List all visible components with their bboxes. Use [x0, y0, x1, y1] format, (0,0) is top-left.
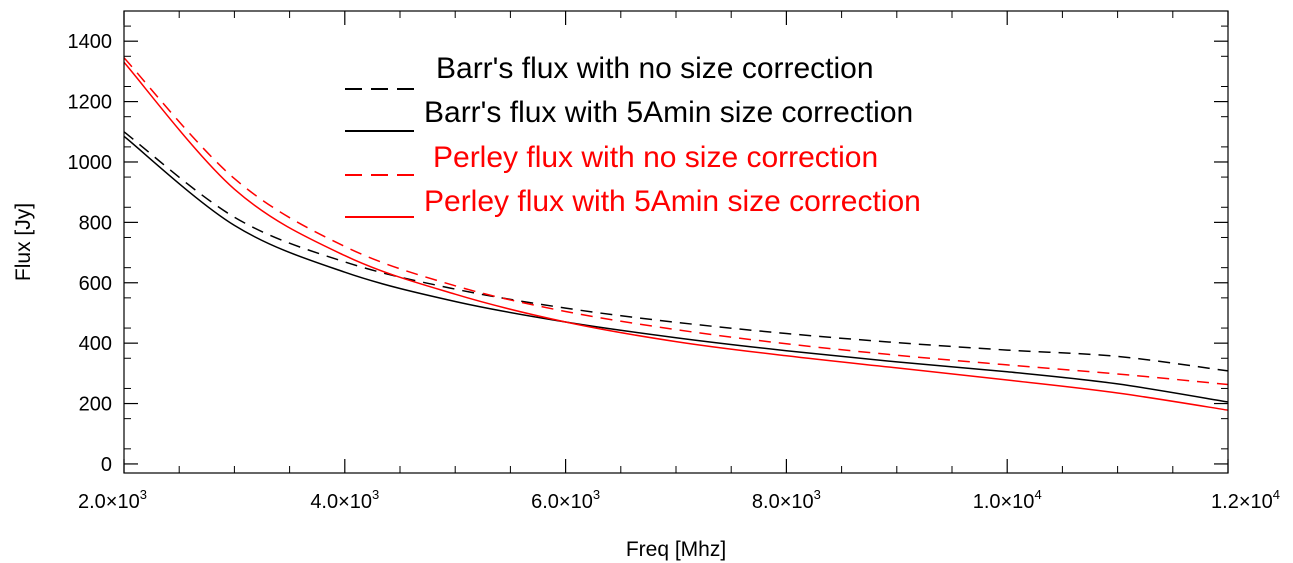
- legend-label-2: Barr's flux with 5Amin size correction: [424, 96, 913, 129]
- series-line-1: [123, 131, 1229, 372]
- y-tick-label: 800: [79, 212, 112, 234]
- x-axis-title: Freq [Mhz]: [626, 538, 726, 561]
- series-layer: [123, 57, 1229, 411]
- series-line-2: [123, 135, 1229, 403]
- y-tick-label: 0: [101, 454, 112, 476]
- x-tick-label: 1.0×104: [973, 487, 1042, 513]
- legend-label-4: Perley flux with 5Amin size correction: [424, 185, 921, 218]
- series-line-3: [123, 57, 1229, 386]
- x-tick-labels: 2.0×103 4.0×103 6.0×103 8.0×103 1.0×104 1.2×1…: [78, 487, 1280, 513]
- x-tick-label: 8.0×103: [752, 487, 821, 513]
- y-tick-label: 1000: [68, 152, 113, 174]
- x-tick-label: 2.0×103: [78, 487, 147, 513]
- y-axis-title: Flux [Jy]: [12, 203, 35, 281]
- y-tick-label: 600: [79, 273, 112, 295]
- legend-label-1: Barr's flux with no size correction: [436, 52, 874, 85]
- x-tick-label: 1.2×104: [1211, 487, 1280, 513]
- x-tick-label: 4.0×103: [310, 487, 379, 513]
- y-tick-label: 200: [79, 394, 112, 416]
- legend: Barr's flux with no size correction Barr'…: [345, 52, 921, 218]
- y-tick-label: 400: [79, 333, 112, 355]
- y-tick-label: 1400: [68, 31, 113, 53]
- series-line-4: [123, 61, 1229, 411]
- y-tick-labels: 0 200 400 600 800 1000 1200 1400: [68, 31, 113, 476]
- y-tick-label: 1200: [68, 92, 113, 114]
- x-tick-label: 6.0×103: [531, 487, 600, 513]
- plot-frame: [123, 10, 1229, 474]
- legend-label-3: Perley flux with no size correction: [433, 141, 878, 174]
